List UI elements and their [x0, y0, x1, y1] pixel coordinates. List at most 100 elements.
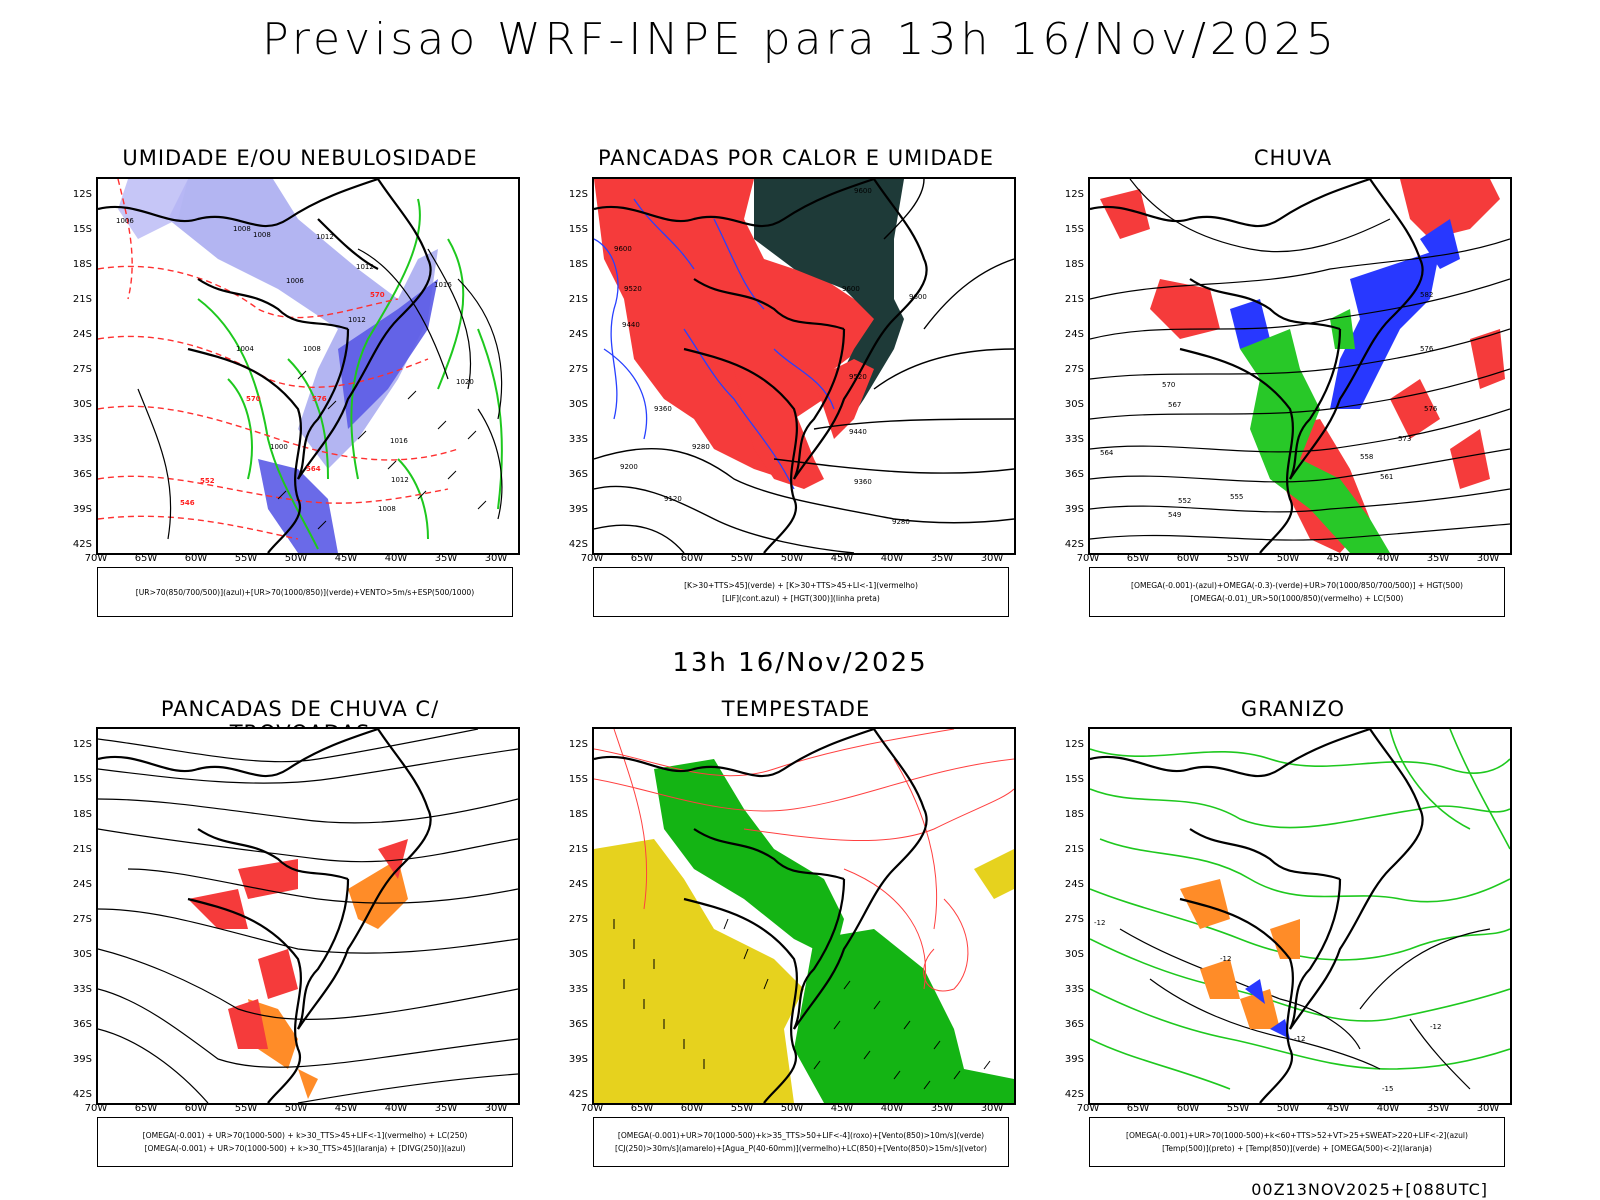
lat-tick-label: 39S [1064, 1054, 1084, 1065]
label: 9600 [854, 187, 872, 195]
lon-tick-label: 55W [1226, 1103, 1250, 1114]
label: 558 [1360, 453, 1373, 461]
run-info-footer: 00Z13NOV2025+[088UTC] [1251, 1180, 1488, 1199]
lat-tick-label: 15S [1064, 774, 1084, 785]
lat-tick-label: 24S [1064, 329, 1084, 340]
lat-tick-label: 15S [568, 224, 588, 235]
label: 9360 [854, 478, 872, 486]
label: 564 [306, 465, 321, 473]
lat-tick-label: 27S [1064, 364, 1084, 375]
label: 9520 [849, 373, 867, 381]
lat-tick-label: 39S [568, 504, 588, 515]
lat-tick-label: 27S [568, 364, 588, 375]
legend-line: [OMEGA(-0.001)-(azul)+OMEGA(-0.3)-(verde… [1131, 581, 1463, 590]
lat-tick-label: 36S [1064, 469, 1084, 480]
label: 564 [1100, 449, 1114, 457]
lon-tick-label: 50W [780, 1103, 804, 1114]
lon-tick-label: 45W [1326, 1103, 1350, 1114]
legend-line: [OMEGA(-0.001) + UR>70(1000-500) + k>30_… [144, 1144, 466, 1153]
label: 1008 [233, 225, 251, 233]
lon-tick-label: 35W [930, 553, 954, 564]
label: 9600 [909, 293, 927, 301]
lon-tick-label: 50W [1276, 553, 1300, 564]
lat-tick-label: 39S [1064, 504, 1084, 515]
lon-tick-label: 55W [234, 1103, 258, 1114]
lon-tick-label: 60W [1176, 553, 1200, 564]
lon-tick-label: 45W [334, 553, 358, 564]
lon-tick-label: 55W [730, 553, 754, 564]
lat-tick-label: 18S [72, 259, 92, 270]
panel-3-map: 582 576 576 570 567 564 561 558 555 552 … [1088, 177, 1512, 555]
lat-tick-label: 27S [72, 364, 92, 375]
lon-tick-label: 60W [1176, 1103, 1200, 1114]
label: 561 [1380, 473, 1393, 481]
label: 9280 [892, 518, 910, 526]
lat-tick-label: 24S [568, 329, 588, 340]
lon-tick-label: 40W [880, 553, 904, 564]
lon-tick-label: 40W [384, 1103, 408, 1114]
lat-tick-label: 30S [72, 399, 92, 410]
lat-tick-label: 21S [568, 294, 588, 305]
lon-tick-label: 55W [1226, 553, 1250, 564]
lat-tick-label: 39S [568, 1054, 588, 1065]
label: 9600 [842, 285, 860, 293]
legend-line: [OMEGA(-0.001) + UR>70(1000-500) + k>30_… [142, 1131, 468, 1140]
lat-tick-label: 24S [72, 879, 92, 890]
panel-2-title: PANCADAS POR CALOR E UMIDADE [597, 146, 995, 170]
label: 9520 [624, 285, 642, 293]
lon-tick-label: 65W [134, 1103, 158, 1114]
label: 9440 [622, 321, 640, 329]
lon-tick-label: 70W [580, 1103, 604, 1114]
lon-tick-label: 60W [184, 1103, 208, 1114]
label: 570 [1162, 381, 1175, 389]
label: 576 [312, 395, 327, 403]
label: 1012 [391, 476, 409, 484]
lon-tick-label: 50W [284, 553, 308, 564]
lat-tick-label: 18S [568, 809, 588, 820]
panel-4-legend: [OMEGA(-0.001) + UR>70(1000-500) + k>30_… [97, 1117, 513, 1167]
label: 576 [1424, 405, 1438, 413]
panel-5-map [592, 727, 1016, 1105]
lon-tick-label: 55W [730, 1103, 754, 1114]
label: 1016 [434, 281, 452, 289]
lon-tick-label: 45W [1326, 553, 1350, 564]
lon-tick-label: 30W [980, 553, 1004, 564]
main-title: Previsao WRF-INPE para 13h 16/Nov/2025 [262, 14, 1338, 65]
label: 1012 [348, 316, 366, 324]
label: -15 [1382, 1085, 1393, 1093]
lat-tick-label: 42S [72, 1089, 92, 1100]
label: 1006 [116, 217, 134, 225]
lon-tick-label: 60W [680, 1103, 704, 1114]
lat-tick-label: 12S [72, 739, 92, 750]
label: 1020 [456, 378, 474, 386]
lon-tick-label: 35W [930, 1103, 954, 1114]
panel-6-legend: [OMEGA(-0.001)+UR>70(1000-500)+k<60+TTS>… [1089, 1117, 1505, 1167]
label: 1008 [378, 505, 396, 513]
label: 1004 [236, 345, 254, 353]
lat-tick-label: 33S [72, 434, 92, 445]
lat-tick-label: 15S [1064, 224, 1084, 235]
lon-tick-label: 35W [1426, 1103, 1450, 1114]
lon-tick-label: 30W [1476, 553, 1500, 564]
lat-tick-label: 33S [72, 984, 92, 995]
label: 1008 [253, 231, 271, 239]
lon-tick-label: 40W [1376, 1103, 1400, 1114]
lat-tick-label: 12S [1064, 739, 1084, 750]
label: 552 [1178, 497, 1191, 505]
lat-tick-label: 36S [1064, 1019, 1084, 1030]
lat-tick-label: 24S [1064, 879, 1084, 890]
lon-tick-label: 35W [1426, 553, 1450, 564]
valid-time-title: 13h 16/Nov/2025 [672, 648, 928, 678]
lat-tick-label: 15S [72, 224, 92, 235]
lon-tick-label: 60W [184, 553, 208, 564]
lon-tick-label: 55W [234, 553, 258, 564]
lon-tick-label: 35W [434, 1103, 458, 1114]
lat-tick-label: 36S [568, 469, 588, 480]
lat-tick-label: 18S [568, 259, 588, 270]
label: -12 [1094, 919, 1105, 927]
label: 1000 [270, 443, 288, 451]
legend-line: [CJ(250)>30m/s](amarelo)+[Agua_P(40-60mm… [615, 1144, 987, 1153]
lat-tick-label: 12S [72, 189, 92, 200]
lat-tick-label: 33S [568, 434, 588, 445]
label: 1016 [390, 437, 408, 445]
